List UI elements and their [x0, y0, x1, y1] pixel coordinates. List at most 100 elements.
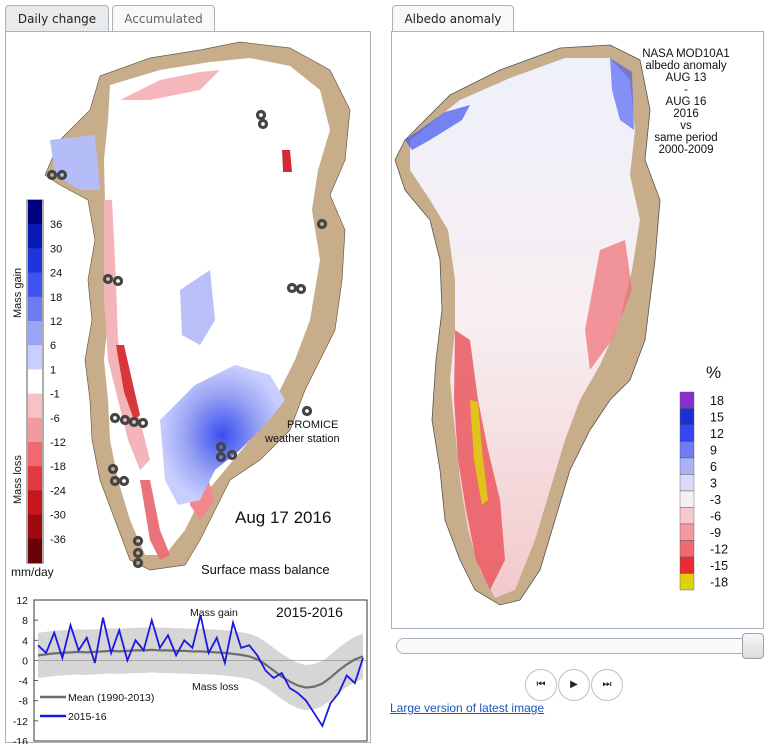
date-slider-thumb[interactable] [742, 633, 764, 659]
colorbar-gain-label: Mass gain [12, 268, 24, 318]
map-date: Aug 17 2016 [235, 508, 331, 527]
map-caption: Surface mass balance [201, 562, 330, 577]
albedo-colorbar-swatch [679, 490, 695, 508]
albedo-colorbar: % 18 15 12 9 6 3 -3 -6 -9 -12 -15 -18 [679, 363, 728, 591]
y-tick-label: 0 [22, 655, 28, 667]
albedo-colorbar-swatch [679, 523, 695, 541]
albedo-colorbar-swatch [679, 391, 695, 409]
smb-colorbar-tick: -6 [50, 413, 60, 425]
albedo-colorbar-tick: -12 [710, 543, 728, 557]
melt-margin-west-dark [116, 345, 140, 420]
y-tick-label: 12 [16, 595, 28, 607]
albedo-colorbar-tick: -3 [710, 493, 721, 507]
albedo-colorbar-tick: 3 [710, 477, 717, 491]
smb-colorbar-tick: -30 [50, 510, 66, 522]
smb-colorbar-swatch [28, 442, 42, 467]
smb-colorbar-tick: 1 [50, 364, 56, 376]
gain-southeast [160, 365, 285, 505]
smb-timeseries-chart: 12 8 4 0 -4 -8 -12 -16 2015-2016 Mass gain Mass… [13, 595, 368, 744]
station-label-line2: weather station [264, 433, 340, 445]
smb-colorbar-swatch [28, 272, 42, 298]
svg-text:AUG 16: AUG 16 [666, 96, 707, 108]
gain-central [180, 270, 215, 345]
svg-text:same period: same period [654, 132, 717, 144]
smb-map: PROMICE weather station Aug 17 2016 Surf… [44, 41, 351, 577]
smb-colorbar-tick: 30 [50, 243, 62, 255]
ice-sheet [104, 58, 330, 555]
melt-margin-south [140, 480, 170, 560]
smb-colorbar-tick: -24 [50, 485, 66, 497]
svg-text:albedo anomaly: albedo anomaly [645, 60, 726, 72]
chart-annotation-gain: Mass gain [190, 607, 238, 619]
albedo-colorbar-swatch [679, 573, 695, 591]
svg-text:2000-2009: 2000-2009 [659, 144, 714, 156]
albedo-colorbar-tick: -9 [710, 526, 721, 540]
svg-text:AUG 13: AUG 13 [666, 72, 707, 84]
smb-colorbar-swatch [28, 224, 42, 249]
albedo-colorbar-tick: 15 [710, 411, 724, 425]
previous-button[interactable]: ⏮ [525, 669, 557, 701]
smb-colorbar-swatch [28, 466, 42, 491]
smb-colorbar-swatch [28, 369, 42, 395]
smb-colorbar-swatch [28, 538, 42, 564]
albedo-colorbar-swatch [679, 441, 695, 459]
station-markers [46, 109, 328, 569]
albedo-map: NASA MOD10A1 albedo anomaly AUG 13 - AUG… [394, 44, 730, 606]
tab-albedo-anomaly[interactable]: Albedo anomaly [392, 5, 514, 31]
melt-northeast [282, 150, 292, 172]
albedo-colorbar-tick: -18 [710, 576, 728, 590]
albedo-red-east [585, 240, 632, 370]
smb-colorbar-tick: -18 [50, 461, 66, 473]
gain-northwest [50, 135, 100, 190]
albedo-unit: % [706, 363, 721, 382]
legend-mean-label: Mean (1990-2013) [68, 692, 154, 704]
albedo-yellow-west [470, 400, 488, 505]
smb-colorbar-tick: 18 [50, 292, 62, 304]
smb-colorbar-tick: 36 [50, 219, 62, 231]
albedo-colorbar-tick: 18 [710, 394, 724, 408]
smb-colorbar-tick: -36 [50, 534, 66, 546]
svg-text:-: - [684, 84, 688, 96]
date-slider-track[interactable] [396, 638, 764, 654]
chart-annotation-loss: Mass loss [192, 681, 239, 693]
albedo-colorbar-swatch [679, 457, 695, 475]
smb-colorbar-swatch [28, 490, 42, 516]
tab-daily-change[interactable]: Daily change [5, 5, 109, 31]
albedo-colorbar-swatch [679, 556, 695, 574]
albedo-colorbar-tick: -6 [710, 510, 721, 524]
albedo-title: NASA MOD10A1 albedo anomaly AUG 13 - AUG… [642, 48, 730, 156]
smb-colorbar: 36 30 24 18 12 6 1 -1 -6 -12 -18 -24 -30 -36 Mass gai… [11, 199, 66, 579]
next-button[interactable]: ⏭ [591, 669, 623, 701]
y-tick-label: -4 [19, 676, 28, 688]
smb-colorbar-tick: -1 [50, 389, 60, 401]
albedo-colorbar-swatch [679, 424, 695, 442]
range-envelope [38, 627, 363, 711]
large-version-link[interactable]: Large version of latest image [390, 701, 545, 715]
smb-colorbar-swatch [28, 417, 42, 443]
albedo-colorbar-swatch [679, 540, 695, 558]
play-button[interactable]: ▶ [558, 669, 590, 701]
y-tick-label: -16 [13, 736, 28, 744]
smb-colorbar-swatch [28, 200, 42, 225]
smb-colorbar-swatch [28, 248, 42, 274]
smb-colorbar-swatch [28, 514, 42, 540]
station-label-line1: PROMICE [287, 419, 338, 431]
albedo-colorbar-swatch [679, 507, 695, 525]
colorbar-unit: mm/day [11, 565, 54, 579]
y-tick-label: -8 [19, 696, 28, 708]
smb-colorbar-swatch [28, 345, 42, 370]
y-tick-label: 4 [22, 635, 28, 647]
smb-colorbar-swatch [28, 393, 42, 419]
albedo-blue-northwest [405, 105, 470, 150]
y-tick-label: 8 [22, 615, 28, 627]
series-line [37, 614, 364, 728]
smb-colorbar-tick: 12 [50, 316, 62, 328]
y-tick-label: -12 [13, 716, 28, 728]
albedo-colorbar-swatch [679, 408, 695, 426]
albedo-colorbar-tick: 6 [710, 460, 717, 474]
smb-colorbar-swatch [28, 321, 42, 346]
albedo-colorbar-tick: -15 [710, 559, 728, 573]
tab-accumulated[interactable]: Accumulated [112, 5, 215, 31]
melt-northwest [120, 70, 220, 100]
